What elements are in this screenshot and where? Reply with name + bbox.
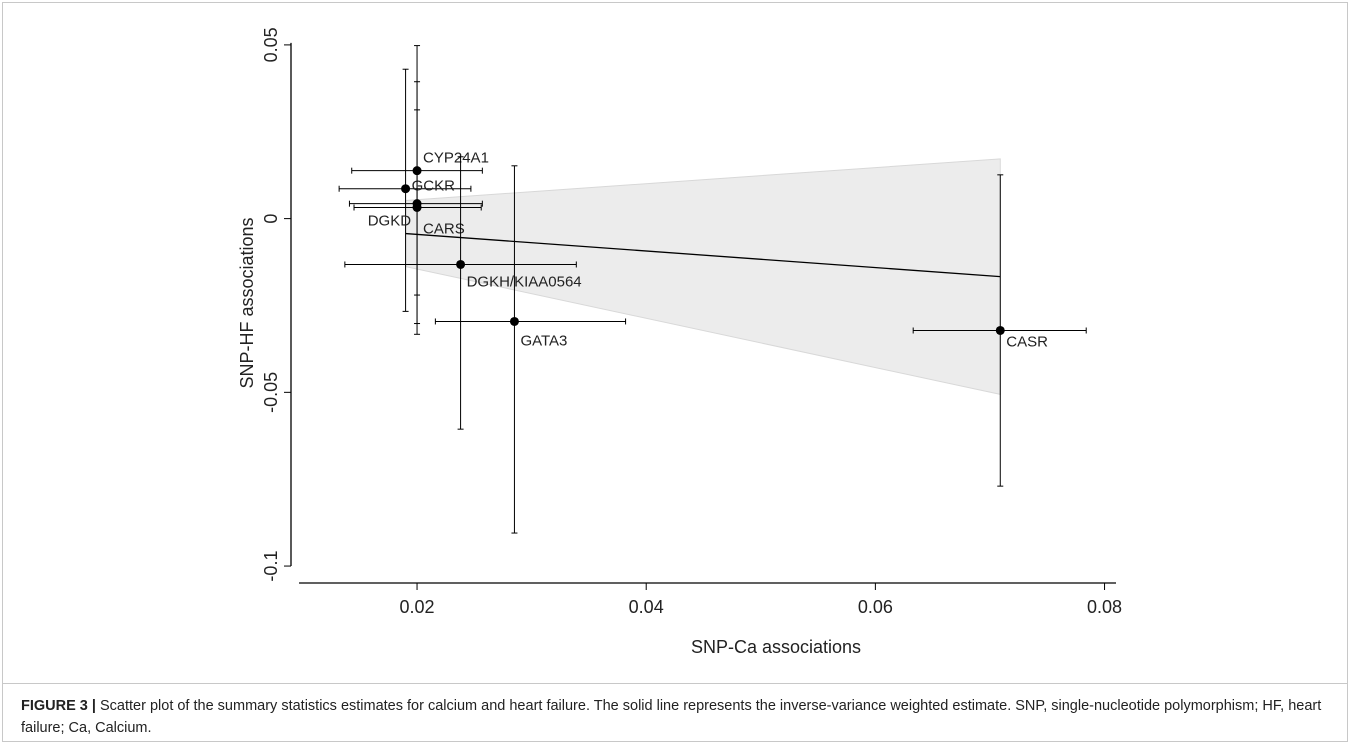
chart: SNP-Ca associations SNP-HF associations … [237, 27, 1122, 657]
point [412, 202, 422, 212]
caption: FIGURE 3 | Scatter plot of the summary s… [21, 695, 1331, 739]
caption-divider [3, 683, 1347, 684]
caption-label: FIGURE 3 | [21, 698, 96, 714]
x-axis-label: SNP-Ca associations [691, 637, 861, 657]
point [456, 259, 466, 269]
point-label: DGKD [368, 213, 412, 230]
caption-text: Scatter plot of the summary statistics e… [21, 698, 1322, 736]
y-tick-label: 0.05 [261, 27, 281, 62]
x-tick-label: 0.08 [1087, 597, 1122, 617]
x-tick-label: 0.02 [400, 597, 435, 617]
point [995, 325, 1005, 335]
x-tick-label: 0.06 [858, 597, 893, 617]
point [401, 184, 411, 194]
y-tick-label: -0.05 [261, 372, 281, 413]
point-label: DGKH/KIAA0564 [467, 273, 582, 290]
point [509, 316, 519, 326]
ivw-line [405, 232, 1001, 278]
y-tick-label: 0 [261, 214, 281, 224]
point-label: CARS [423, 220, 465, 237]
point-label: CASR [1006, 333, 1048, 350]
point-label: GCKR [412, 178, 456, 195]
y-tick-label: -0.1 [261, 551, 281, 582]
point-label: GATA3 [520, 332, 567, 349]
point-label: CYP24A1 [423, 150, 489, 167]
y-axis-label: SNP-HF associations [237, 217, 257, 388]
x-tick-label: 0.04 [629, 597, 664, 617]
